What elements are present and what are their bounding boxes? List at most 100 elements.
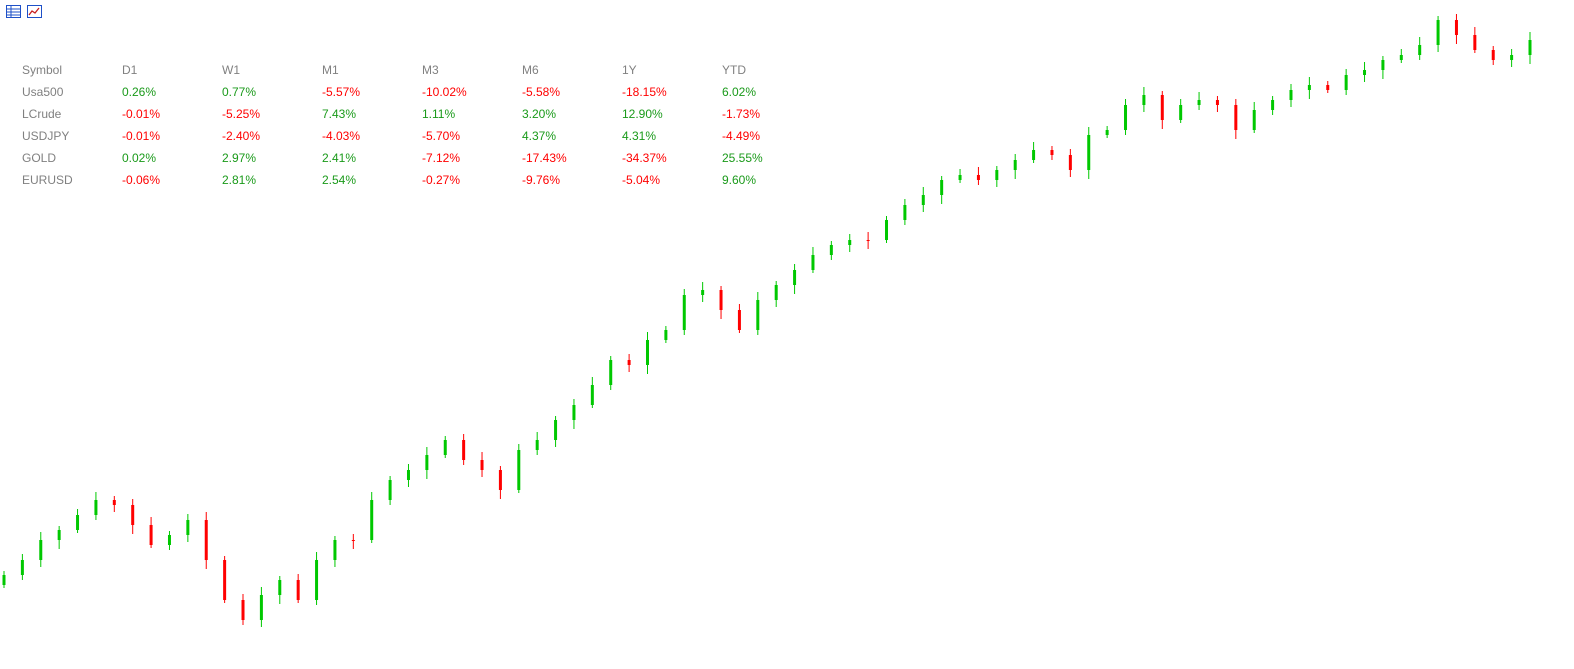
- candle-up: [278, 576, 282, 604]
- candle-up: [76, 509, 80, 533]
- candle-down: [1473, 27, 1477, 53]
- candle-body: [1087, 135, 1091, 170]
- candle-body: [204, 520, 208, 560]
- candle-body: [1326, 85, 1330, 90]
- candle-up: [1142, 87, 1146, 112]
- value-cell: 4.37%: [522, 129, 557, 143]
- candle-down: [1215, 96, 1219, 112]
- candle-body: [590, 385, 594, 405]
- value-cell: -4.49%: [722, 129, 761, 143]
- candle-body: [186, 520, 190, 535]
- candle-body: [1344, 75, 1348, 90]
- candle-up: [885, 216, 889, 243]
- symbol-cell: EURUSD: [22, 173, 73, 187]
- value-cell: -0.01%: [122, 107, 161, 121]
- candle-body: [1252, 110, 1256, 130]
- value-cell: -34.37%: [622, 151, 667, 165]
- candle-down: [866, 232, 870, 249]
- candle-body: [1363, 70, 1367, 75]
- candle-up: [388, 476, 392, 505]
- value-cell: 2.41%: [322, 151, 357, 165]
- value-cell: -2.40%: [222, 129, 261, 143]
- candle-body: [811, 255, 815, 270]
- candle-body: [1510, 55, 1514, 60]
- candle-up: [682, 289, 686, 335]
- candle-body: [1142, 95, 1146, 105]
- value-cell: 2.54%: [322, 173, 357, 187]
- candle-body: [1418, 45, 1422, 55]
- table-header-row: Symbol D1 W1 M1 M3 M6 1Y YTD: [22, 59, 822, 81]
- candle-body: [462, 440, 466, 460]
- table-row: GOLD 0.02% 2.97% 2.41% -7.12% -17.43% -3…: [22, 147, 822, 169]
- candle-body: [1436, 20, 1440, 45]
- table-row: LCrude -0.01% -5.25% 7.43% 1.11% 3.20% 1…: [22, 103, 822, 125]
- candle-up: [1344, 69, 1348, 95]
- candle-up: [921, 187, 925, 212]
- candle-body: [609, 360, 613, 385]
- candle-up: [1289, 84, 1293, 107]
- candle-down: [498, 466, 502, 499]
- value-cell: -10.02%: [422, 85, 467, 99]
- candle-body: [480, 460, 484, 470]
- candle-up: [1363, 62, 1367, 82]
- candle-up: [645, 332, 649, 374]
- candle-up: [1307, 77, 1311, 99]
- candle-up: [1510, 49, 1514, 67]
- candle-up: [370, 492, 374, 543]
- candle-up: [590, 377, 594, 408]
- candle-up: [1252, 102, 1256, 133]
- candle-down: [241, 594, 245, 625]
- candle-body: [1105, 130, 1109, 135]
- value-cell: 3.20%: [522, 107, 557, 121]
- value-cell: 9.60%: [722, 173, 757, 187]
- performance-table: Symbol D1 W1 M1 M3 M6 1Y YTD Usa500 0.26…: [22, 59, 822, 191]
- candle-body: [57, 530, 61, 540]
- candle-body: [20, 560, 24, 575]
- value-cell: -18.15%: [622, 85, 667, 99]
- candle-body: [498, 470, 502, 490]
- candle-up: [1105, 126, 1109, 138]
- candle-body: [1454, 20, 1458, 35]
- candle-body: [701, 290, 705, 295]
- candle-up: [1179, 99, 1183, 123]
- candle-body: [903, 205, 907, 220]
- header-1y: 1Y: [622, 63, 637, 77]
- candle-body: [1381, 60, 1385, 70]
- candle-body: [737, 310, 741, 330]
- header-m6: M6: [522, 63, 539, 77]
- candle-down: [462, 434, 466, 465]
- candle-body: [848, 240, 852, 245]
- candle-body: [94, 500, 98, 515]
- candle-up: [1013, 154, 1017, 179]
- candle-body: [76, 515, 80, 530]
- candle-down: [296, 574, 300, 603]
- candle-up: [793, 264, 797, 294]
- candle-body: [241, 600, 245, 620]
- candle-up: [57, 526, 61, 549]
- candle-body: [1491, 50, 1495, 60]
- candle-body: [1124, 105, 1128, 130]
- candle-body: [1013, 160, 1017, 170]
- header-m1: M1: [322, 63, 339, 77]
- value-cell: 2.81%: [222, 173, 257, 187]
- value-cell: -5.57%: [322, 85, 361, 99]
- candle-down: [737, 304, 741, 333]
- table-view-icon[interactable]: [6, 5, 21, 18]
- chart-view-icon[interactable]: [27, 5, 42, 18]
- candle-up: [756, 292, 760, 335]
- candle-up: [1087, 127, 1091, 179]
- candle-body: [572, 405, 576, 420]
- candle-up: [425, 447, 429, 479]
- table-row: EURUSD -0.06% 2.81% 2.54% -0.27% -9.76% …: [22, 169, 822, 191]
- value-cell: 1.11%: [422, 107, 456, 121]
- header-m3: M3: [422, 63, 439, 77]
- candle-down: [1068, 149, 1072, 177]
- candle-up: [2, 571, 6, 588]
- candle-body: [719, 290, 723, 310]
- candle-body: [627, 360, 631, 365]
- candle-body: [370, 500, 374, 540]
- candle-body: [866, 240, 870, 241]
- candle-body: [1399, 55, 1403, 60]
- candle-down: [1454, 14, 1458, 44]
- value-cell: 0.02%: [122, 151, 157, 165]
